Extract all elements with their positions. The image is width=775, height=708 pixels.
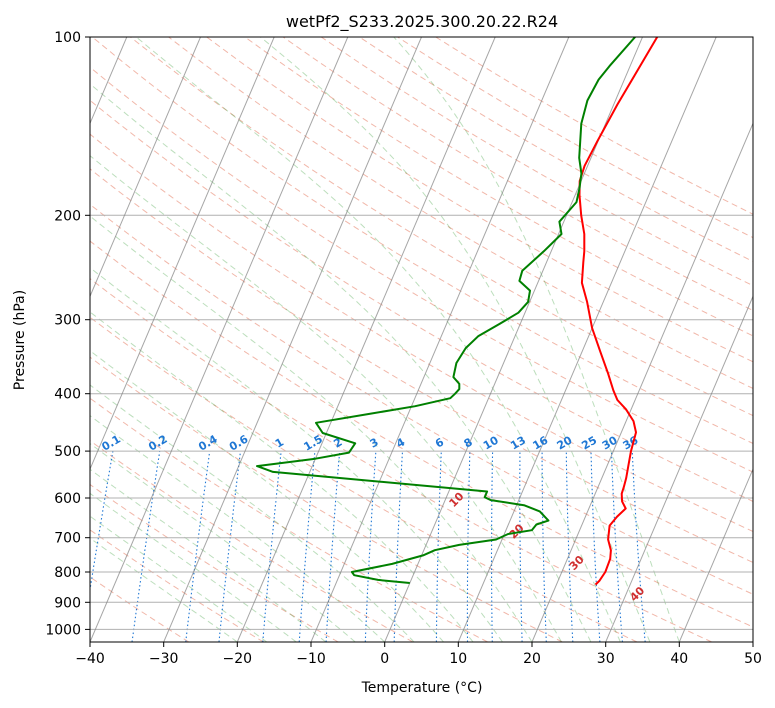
y-tick-label: 900 — [54, 595, 81, 611]
x-tick-label: −20 — [223, 651, 253, 667]
isotherm-line — [678, 467, 753, 642]
dry-adiabat-line — [91, 37, 753, 445]
y-axis-label: Pressure (hPa) — [12, 290, 28, 390]
x-tick-label: 10 — [449, 651, 467, 667]
mixing-ratio-line — [298, 451, 316, 642]
isotherm-line — [531, 122, 753, 642]
dry-adiabat-line — [90, 356, 563, 642]
y-axis-ticks: 100 200 300 400 500 600 700 800 900 1000 — [45, 30, 90, 638]
mixing-ratio-line — [185, 451, 211, 642]
moist-adiabat-line — [90, 267, 503, 642]
moist-adiabat-line — [260, 37, 651, 642]
moist-adiabat-line — [90, 215, 533, 642]
isotherm-line — [90, 37, 201, 298]
mixing-ratio-line — [631, 451, 646, 642]
moist-adiabat-line — [90, 415, 386, 642]
dry-adiabat-line — [90, 529, 264, 642]
isotherm-line — [457, 37, 717, 642]
x-tick-label: −40 — [75, 651, 105, 667]
isotherm-line — [236, 37, 496, 642]
dry-adiabat-line — [244, 37, 753, 337]
chart-title: wetPf2_S233.2025.300.20.22.R24 — [286, 12, 558, 32]
mixing-ratio-line — [218, 451, 242, 642]
y-tick-label: 100 — [54, 30, 81, 46]
dry-adiabat-line — [90, 240, 753, 628]
y-tick-label: 500 — [54, 444, 81, 460]
moist-adiabat-line — [90, 155, 562, 642]
moist-adiabat-line — [90, 311, 474, 642]
moist-adiabat-line — [90, 492, 297, 642]
moist-adiabat-line — [90, 350, 444, 642]
x-tick-label: −30 — [149, 651, 179, 667]
dry-adiabat-line — [90, 99, 753, 502]
dry-adiabat-line — [90, 133, 753, 533]
pressure-gridlines — [90, 37, 753, 630]
isotherms — [90, 37, 753, 642]
y-tick-label: 200 — [54, 208, 81, 224]
y-tick-label: 800 — [54, 565, 81, 581]
mixing-ratio-line — [262, 451, 282, 642]
y-tick-label: 1000 — [45, 622, 81, 638]
y-tick-label: 400 — [54, 387, 81, 403]
moist-adiabat-line — [90, 468, 327, 642]
moist-adiabat-line — [90, 537, 238, 642]
dry-adiabat-line — [282, 37, 753, 312]
y-tick-label: 600 — [54, 491, 81, 507]
dry-adiabat-line — [130, 37, 753, 417]
x-tick-label: 50 — [744, 651, 762, 667]
isotherm-line — [163, 37, 422, 642]
moist-adiabat-line — [90, 515, 268, 642]
isotherm-line — [605, 295, 753, 642]
y-tick-label: 300 — [54, 313, 81, 329]
y-tick-label: 700 — [54, 531, 81, 547]
x-tick-label: 20 — [523, 651, 541, 667]
temperature-profile-line — [578, 37, 659, 586]
dry-adiabat-line — [90, 278, 712, 642]
plot-frame — [89, 36, 754, 643]
dry-adiabat-line — [90, 203, 753, 595]
profile-series — [256, 37, 659, 586]
isotherm-line — [90, 37, 275, 471]
x-tick-label: 0 — [380, 651, 389, 667]
x-tick-label: −10 — [296, 651, 326, 667]
isotherm-line — [90, 37, 349, 642]
x-tick-label: 30 — [597, 651, 615, 667]
x-axis-label: Temperature (°C) — [361, 680, 483, 696]
mixing-ratio-line — [90, 451, 114, 594]
dewpoint-profile-line — [256, 37, 636, 584]
isotherm-line — [310, 37, 570, 642]
dry-adiabat-line — [90, 483, 339, 642]
dry-adiabat-line — [90, 316, 638, 642]
dry-adiabats — [90, 37, 753, 642]
dry-adiabat-line — [168, 37, 753, 389]
x-axis-ticks: −40 −30 −20 −10 0 10 20 30 40 50 — [75, 642, 762, 667]
moist-adiabat-line — [135, 37, 621, 642]
x-tick-label: 40 — [670, 651, 688, 667]
